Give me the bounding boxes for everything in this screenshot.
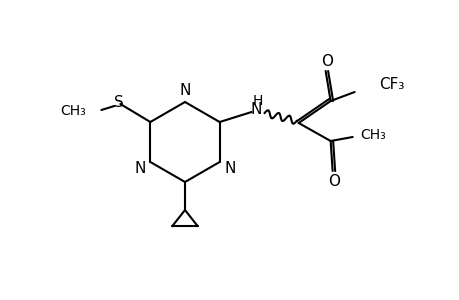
Text: CH₃: CH₃ [359, 128, 385, 142]
Text: N: N [134, 160, 146, 175]
Text: CF₃: CF₃ [378, 76, 403, 92]
Text: N: N [179, 82, 190, 98]
Text: O: O [320, 53, 332, 68]
Text: S: S [114, 94, 124, 110]
Text: N: N [224, 160, 235, 175]
Text: N: N [251, 101, 262, 116]
Text: H: H [252, 94, 262, 108]
Text: CH₃: CH₃ [61, 104, 86, 118]
Text: O: O [327, 173, 339, 188]
